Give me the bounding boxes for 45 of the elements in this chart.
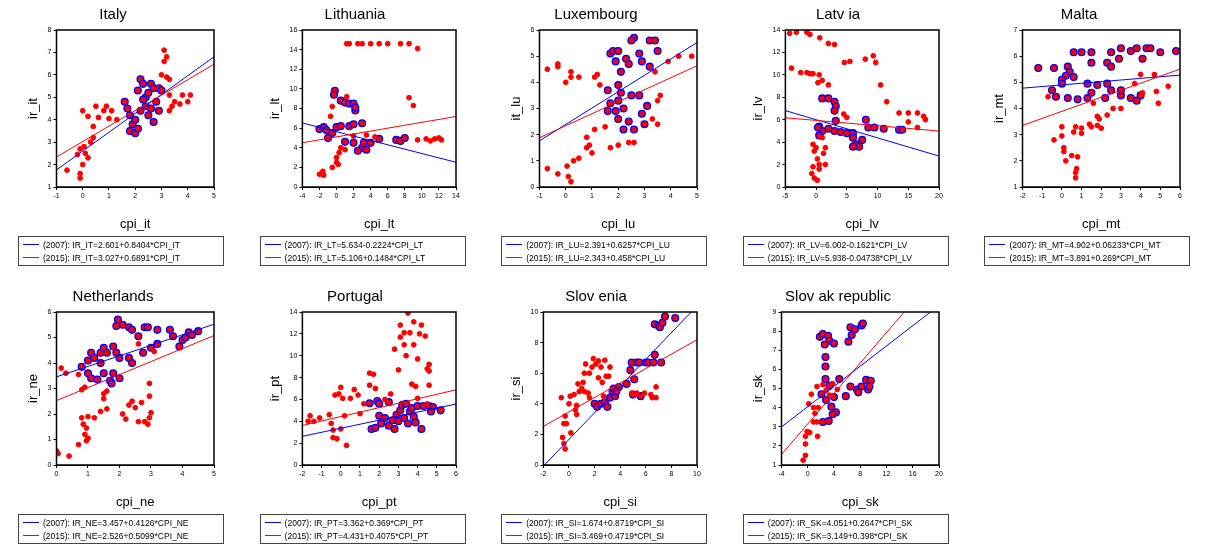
y-axis-title: ir_ne	[25, 374, 41, 403]
legend-label: (2007): IR_MT=4.902+0.06233*CPI_MT	[1009, 239, 1161, 250]
y-axis-title: ir_it	[25, 97, 41, 119]
chart-title: Slov enia	[565, 287, 628, 305]
y-axis-title: ir_sk	[750, 374, 766, 403]
legend-label: (2007): IR_LT=5.634-0.2224*CPI_LT	[284, 239, 423, 250]
legend-label: (2015): IR_IT=3.027+0.6891*CPI_IT	[43, 252, 181, 263]
x-axis-title: cpi_lt	[363, 215, 395, 231]
y-axis-title: it_lu	[508, 96, 524, 121]
legend-label: (2007): IR_SK=4.051+0.2647*CPI_SK	[767, 517, 913, 528]
legend-label: (2015): IR_LV=5.938-0.04738*CPI_LV	[767, 252, 912, 263]
x-axis-title: cpi_sk	[841, 493, 879, 509]
legend-label: (2015): IR_SI=3.469+0.4719*CPI_SI	[526, 530, 665, 541]
chart-title: Netherlands	[72, 287, 154, 305]
x-axis-title: cpi_si	[603, 493, 638, 509]
y-axis-title: ir_lv	[750, 96, 766, 121]
y-axis-title: ir_mt	[991, 93, 1007, 123]
legend-label: (2015): IR_LU=2.343+0.458*CPI_LU	[526, 252, 666, 263]
legend-label: (2007): IR_SI=1.674+0.8719*CPI_SI	[526, 517, 665, 528]
legend-label: (2007): IR_NE=3.457+0.4126*CPI_NE	[43, 517, 189, 528]
y-axis-title: ir_si	[508, 376, 524, 401]
x-axis-title: cpi_lv	[845, 215, 880, 231]
legend-label: (2007): IR_PT=3.362+0.369*CPI_PT	[284, 517, 424, 528]
chart-title: Italy	[99, 5, 128, 23]
x-axis-title: cpi_ne	[116, 493, 155, 509]
chart-title: Malta	[1061, 5, 1099, 23]
x-axis-title: cpi_mt	[1082, 215, 1122, 231]
chart-title: Latv ia	[815, 5, 861, 23]
x-axis-title: cpi_pt	[361, 493, 397, 509]
x-axis-title: cpi_it	[120, 215, 151, 231]
y-axis-title: ir_lt	[266, 97, 282, 119]
legend-label: (2007): IR_LV=6.002-0.1621*CPI_LV	[767, 239, 908, 250]
chart-title: Lithuania	[324, 5, 386, 23]
chart-title: Slov ak republic	[784, 287, 892, 305]
legend-label: (2015): IR_SK=3.149+0.398*CPI_SK	[767, 530, 908, 541]
chart-title: Portugal	[326, 287, 383, 305]
legend-label: (2015): IR_MT=3.891+0.269*CPI_MT	[1009, 252, 1152, 263]
legend-label: (2015): IR_LT=5.106+0.1484*CPI_LT	[284, 252, 426, 263]
legend-label: (2007): IR_LU=2.391+0.6257*CPI_LU	[526, 239, 670, 250]
y-axis-title: ir_pt	[266, 375, 282, 402]
chart-title: Luxembourg	[554, 5, 638, 23]
legend-label: (2007): IR_IT=2.601+0.8404*CPI_IT	[43, 239, 181, 250]
legend-label: (2015): IR_NE=2.526+0.5099*CPI_NE	[43, 530, 189, 541]
legend-label: (2015): IR_PT=4.431+0.4075*CPI_PT	[284, 530, 429, 541]
x-axis-title: cpi_lu	[601, 215, 636, 231]
